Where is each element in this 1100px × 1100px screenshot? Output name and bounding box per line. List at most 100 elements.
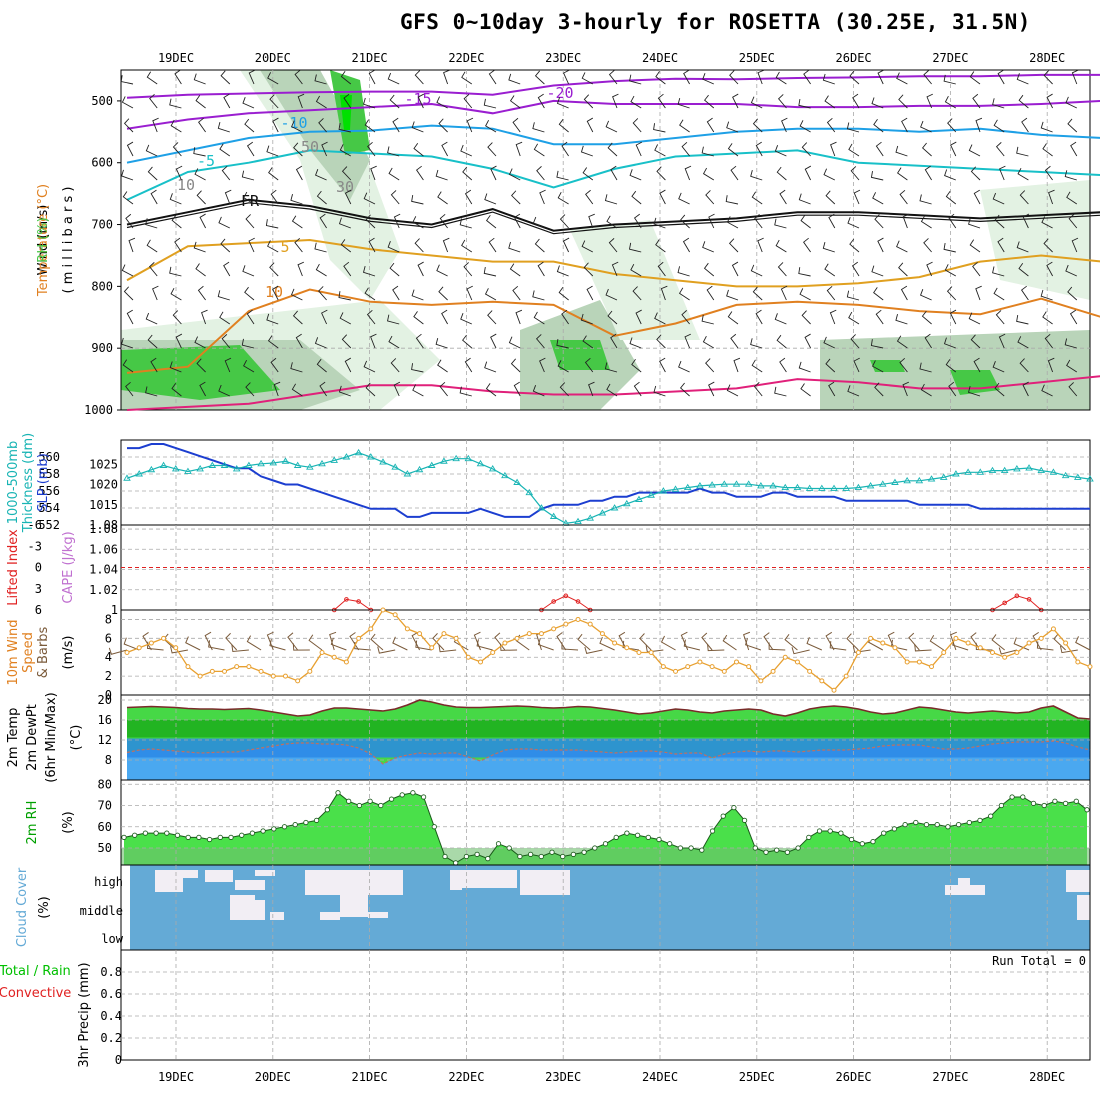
wind-barb xyxy=(1064,338,1077,349)
wind-barb xyxy=(826,117,836,133)
wind-barb xyxy=(729,70,739,85)
wind-barb xyxy=(944,264,957,277)
wind-barb xyxy=(610,165,618,181)
wind-barb xyxy=(1040,289,1053,301)
cloud-gap xyxy=(520,870,570,895)
wind-speed-point xyxy=(368,626,374,632)
wind-barb xyxy=(270,189,279,205)
lifted-index-point xyxy=(563,593,569,599)
wind-barb xyxy=(829,309,837,325)
rh-point xyxy=(934,822,940,828)
precip-legend-total: Total / Rain xyxy=(0,964,71,979)
wind-barb xyxy=(921,142,932,157)
wind-barb xyxy=(924,333,932,349)
wind-speed-point xyxy=(941,650,947,655)
surface-barb xyxy=(584,646,603,655)
wind-barb xyxy=(733,357,741,373)
rh-low-band xyxy=(121,848,1090,865)
temp-tick: 20 xyxy=(98,693,112,707)
wind-barb xyxy=(1044,333,1053,349)
wind-speed-point xyxy=(136,645,142,651)
wind-speed-point xyxy=(1087,664,1093,670)
wind-barb xyxy=(583,94,594,109)
wind-barb xyxy=(488,237,497,253)
thickness-point xyxy=(988,466,997,474)
thickness-point xyxy=(488,465,497,472)
surface-barb xyxy=(432,633,445,651)
wind-barb xyxy=(149,93,158,109)
wind-barb xyxy=(726,121,739,133)
wind-barb xyxy=(411,289,424,301)
wind-barb xyxy=(798,98,811,109)
wind-barb xyxy=(150,189,158,205)
rh-point xyxy=(1073,798,1079,804)
contour-label: FR xyxy=(241,192,260,210)
wind-barb xyxy=(705,358,715,373)
wind-barb xyxy=(926,93,933,109)
wind-barb xyxy=(170,287,182,301)
thickness-point xyxy=(891,478,899,485)
wind-barb xyxy=(487,310,497,325)
wind-barb xyxy=(702,241,714,253)
wind-barb xyxy=(898,94,908,109)
slp-tick: 1015 xyxy=(89,498,118,512)
lifted-tick: 3 xyxy=(35,582,42,596)
wind-barb xyxy=(678,360,690,373)
wind-barb xyxy=(221,165,231,181)
wind-speed-point xyxy=(282,673,288,679)
wind-barb xyxy=(728,238,739,253)
surface-barb xyxy=(744,638,762,651)
wind-barb xyxy=(1064,170,1077,181)
rh-point xyxy=(474,851,480,857)
cloud-level-label: middle xyxy=(80,904,123,918)
wind-barb xyxy=(779,189,787,205)
wind-barb xyxy=(656,334,666,349)
wind-barb xyxy=(847,217,860,229)
y-axis-label: (°C) xyxy=(69,725,84,751)
wind-speed-point xyxy=(197,673,203,679)
wind-barb xyxy=(315,95,327,109)
surface-barb xyxy=(683,639,701,651)
wind-barb xyxy=(273,381,281,397)
rh-point xyxy=(538,853,544,860)
wind-barb xyxy=(145,144,158,157)
thickness-point xyxy=(842,484,850,491)
wind-barb xyxy=(654,144,666,157)
rh-point xyxy=(709,828,716,834)
rh-point xyxy=(731,805,737,811)
surface-barb xyxy=(768,642,786,651)
y-axis-label: 1000-500mb xyxy=(6,441,21,525)
cloud-gap xyxy=(270,912,284,920)
wind-barb xyxy=(147,334,158,349)
surface-barb xyxy=(204,631,213,651)
wind-barb xyxy=(875,309,884,325)
contour-label: -10 xyxy=(280,114,307,132)
wind-barb xyxy=(417,261,424,277)
surface-barb xyxy=(377,646,396,654)
thickness-point xyxy=(354,448,363,456)
wind-speed-point xyxy=(222,668,228,674)
wind-barb xyxy=(269,262,279,277)
surface-barb xyxy=(829,641,847,651)
wind-barb xyxy=(125,213,134,229)
wind-barb xyxy=(220,238,231,253)
wind-barb xyxy=(508,73,521,85)
wind-barb xyxy=(122,191,134,205)
wind-barb xyxy=(731,261,739,277)
rh-point xyxy=(142,830,148,836)
precip-tick: 0.4 xyxy=(100,1009,122,1023)
wind-barb xyxy=(1019,190,1029,205)
wind-barb xyxy=(539,357,546,373)
surface-barb xyxy=(329,631,337,651)
wind-barb xyxy=(339,144,352,157)
wind-barb xyxy=(290,288,303,301)
wind-barb xyxy=(588,381,595,397)
wind-barb xyxy=(412,216,424,229)
pressure-tick: 600 xyxy=(91,156,113,170)
wind-barb xyxy=(924,165,932,181)
wind-barb xyxy=(604,194,618,205)
surface-barb xyxy=(561,642,579,651)
thickness-point xyxy=(744,480,753,487)
wind-barb xyxy=(199,381,206,397)
wind-barb xyxy=(681,310,690,325)
